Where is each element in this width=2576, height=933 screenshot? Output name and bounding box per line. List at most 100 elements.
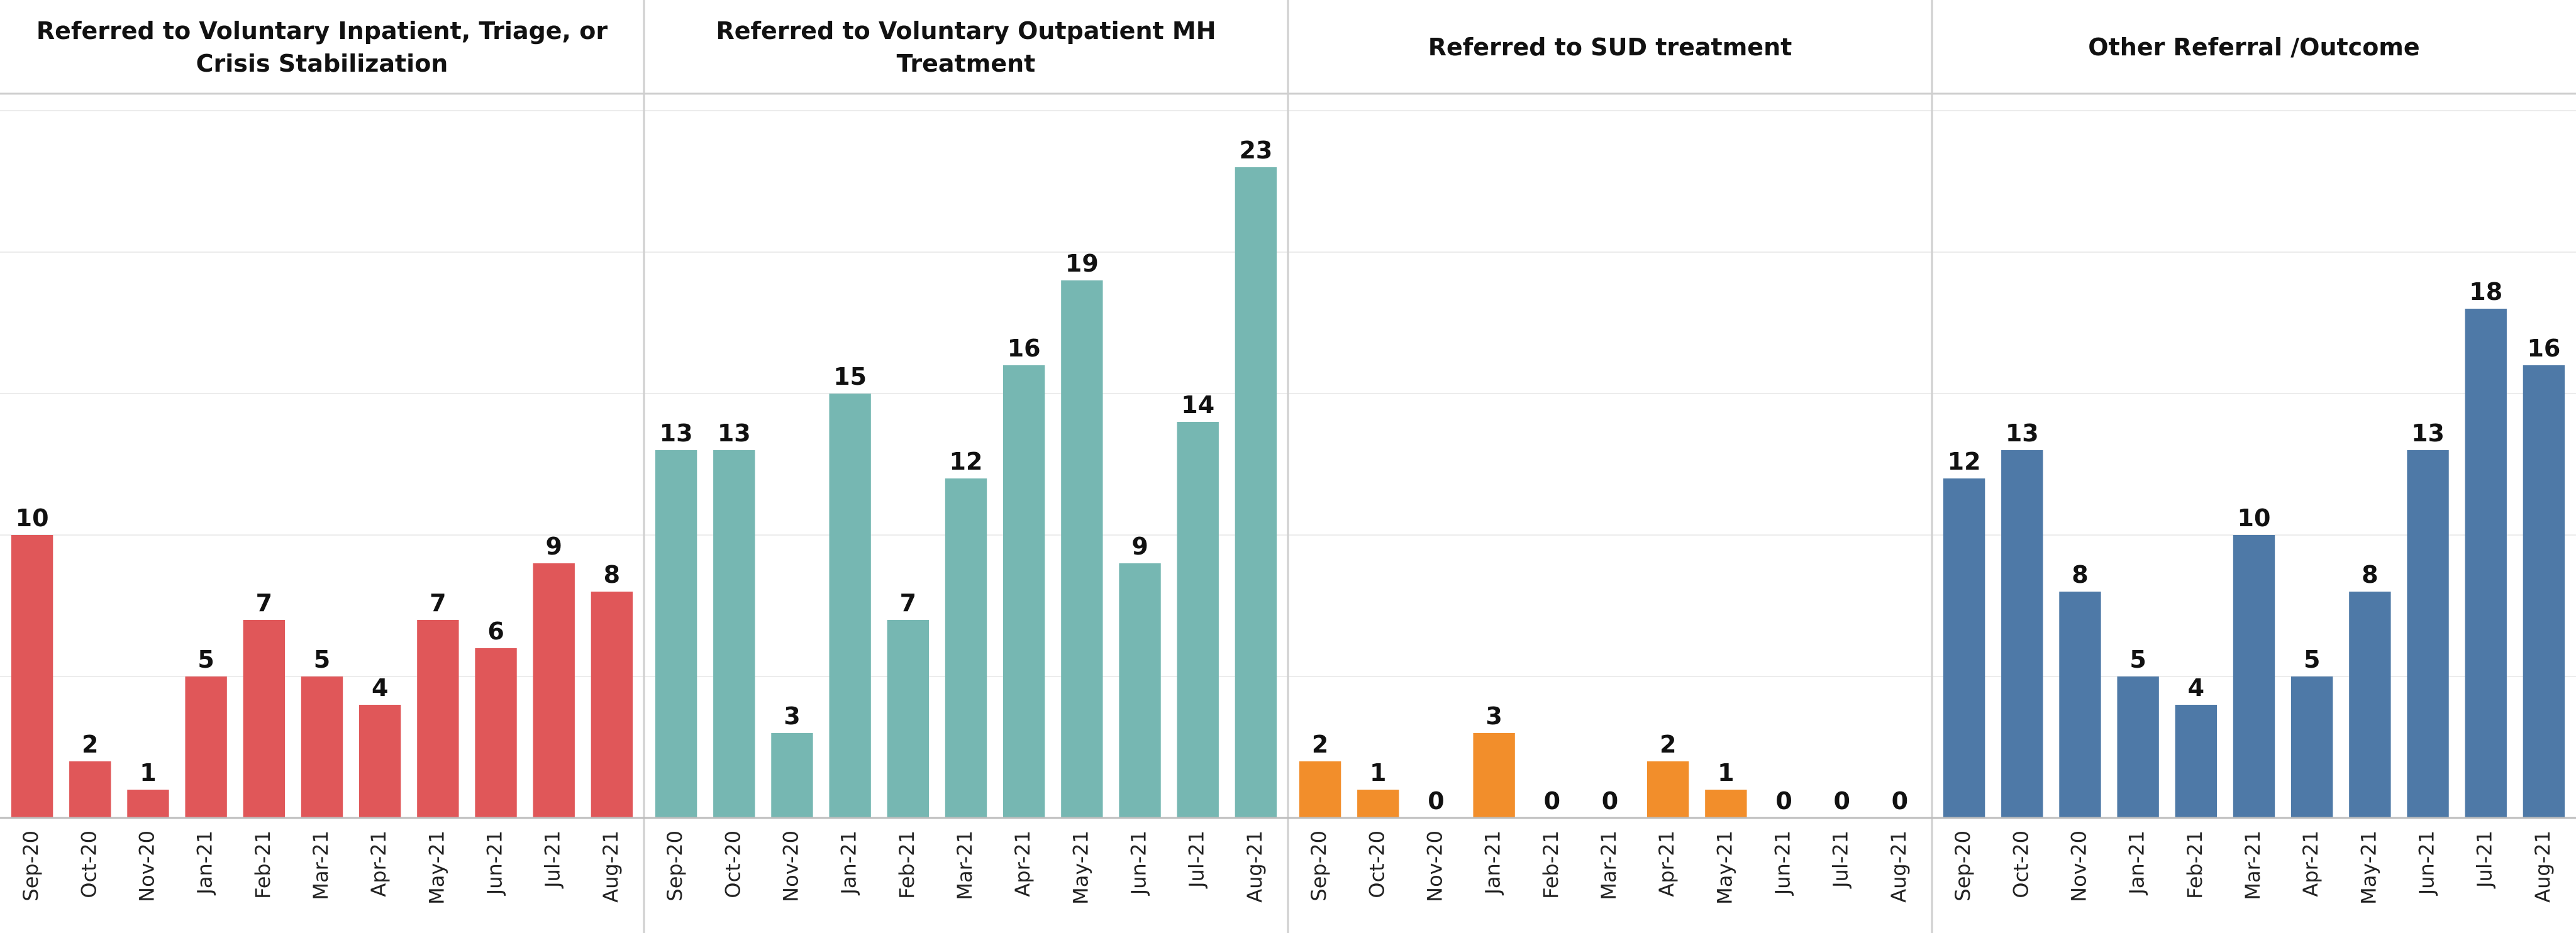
x-tick-label: Jul-21 [1185, 831, 1209, 889]
bar [417, 620, 459, 818]
x-tick-label: Feb-21 [251, 831, 275, 899]
value-label: 1 [1370, 759, 1386, 787]
bar [1705, 790, 1747, 818]
x-tick-label: Oct-20 [77, 831, 101, 898]
value-label: 2 [82, 731, 98, 758]
value-label: 5 [2129, 646, 2146, 673]
bar [358, 705, 401, 818]
x-tick-label: Nov-20 [779, 831, 802, 902]
value-label: 8 [2072, 561, 2088, 588]
x-tick-label: Jul-21 [1829, 831, 1853, 889]
bar [1646, 761, 1689, 818]
x-tick-label: Aug-21 [599, 831, 623, 903]
value-label: 0 [1892, 787, 1908, 815]
x-tick-label: Feb-21 [895, 831, 919, 899]
value-label: 0 [1602, 787, 1618, 815]
value-label: 10 [2238, 504, 2271, 532]
x-tick-label: Sep-20 [663, 831, 687, 902]
x-tick-label: Aug-21 [1243, 831, 1267, 903]
bar [771, 733, 813, 818]
bar [1299, 761, 1341, 818]
value-label: 18 [2469, 278, 2502, 306]
x-tick-label: Mar-21 [953, 831, 977, 900]
value-label: 5 [314, 646, 330, 673]
value-label: 8 [604, 561, 620, 588]
x-tick-label: Sep-20 [1307, 831, 1331, 902]
bar [2117, 676, 2159, 818]
bar [655, 450, 697, 818]
bar [2001, 450, 2043, 818]
bar [243, 620, 286, 818]
value-label: 13 [718, 419, 751, 447]
value-label: 19 [1065, 250, 1099, 277]
bar [829, 394, 871, 818]
x-tick-label: Apr-21 [2299, 831, 2323, 897]
bar [1177, 422, 1219, 818]
x-tick-label: Nov-20 [2067, 831, 2090, 902]
x-tick-label: Oct-20 [2009, 831, 2033, 898]
x-tick-label: May-21 [1069, 831, 1092, 905]
value-label: 4 [2188, 674, 2204, 702]
x-tick-label: Jun-21 [483, 831, 507, 896]
value-label: 15 [833, 363, 867, 390]
value-label: 9 [546, 533, 562, 560]
bar [127, 790, 169, 818]
value-label: 12 [950, 448, 983, 475]
bar [1235, 167, 1277, 818]
x-tick-label: Feb-21 [1539, 831, 1563, 899]
bar [2407, 450, 2449, 818]
x-tick-label: Oct-20 [721, 831, 745, 898]
value-label: 1 [1718, 759, 1734, 787]
value-label: 3 [1485, 702, 1502, 730]
x-tick-label: Jun-21 [1127, 831, 1151, 896]
bar [2290, 676, 2333, 818]
x-tick-label: Mar-21 [309, 831, 333, 900]
value-label: 5 [2304, 646, 2320, 673]
value-label: 3 [784, 702, 800, 730]
bar [11, 535, 53, 818]
x-tick-label: Mar-21 [1597, 831, 1621, 900]
x-tick-label: May-21 [425, 831, 448, 905]
x-tick-label: Aug-21 [1887, 831, 1911, 903]
bar [2059, 592, 2101, 818]
x-tick-label: Feb-21 [2183, 831, 2207, 899]
value-label: 0 [1834, 787, 1850, 815]
value-label: 7 [256, 589, 272, 617]
value-label: 0 [1544, 787, 1560, 815]
bar [185, 676, 227, 818]
value-label: 2 [1312, 731, 1328, 758]
x-tick-label: May-21 [2357, 831, 2380, 905]
x-tick-label: Nov-20 [135, 831, 158, 902]
bar [1119, 563, 1161, 818]
x-tick-label: Aug-21 [2531, 831, 2555, 903]
value-label: 13 [660, 419, 693, 447]
bar [301, 676, 343, 818]
value-label: 7 [900, 589, 916, 617]
panel-title: Referred to Voluntary Outpatient MH Trea… [716, 16, 1216, 77]
value-label: 7 [430, 589, 446, 617]
bar [69, 761, 111, 818]
x-tick-label: Jan-21 [837, 831, 861, 896]
bar [475, 648, 517, 818]
value-label: 23 [1239, 136, 1272, 164]
x-tick-label: May-21 [1713, 831, 1736, 905]
bar [2465, 309, 2507, 818]
value-label: 4 [372, 674, 388, 702]
bar [1061, 280, 1103, 818]
x-tick-label: Jul-21 [541, 831, 565, 889]
value-label: 2 [1660, 731, 1676, 758]
bar [2523, 365, 2565, 818]
x-tick-label: Jun-21 [1771, 831, 1795, 896]
x-tick-label: Apr-21 [367, 831, 391, 897]
bar [1943, 478, 1985, 818]
x-tick-label: Apr-21 [1655, 831, 1679, 897]
value-label: 8 [2362, 561, 2378, 588]
x-tick-label: Jan-21 [193, 831, 217, 896]
value-label: 12 [1948, 448, 1981, 475]
value-label: 14 [1181, 391, 1214, 419]
value-label: 6 [487, 617, 504, 645]
bar [2175, 705, 2218, 818]
bar [1357, 790, 1399, 818]
